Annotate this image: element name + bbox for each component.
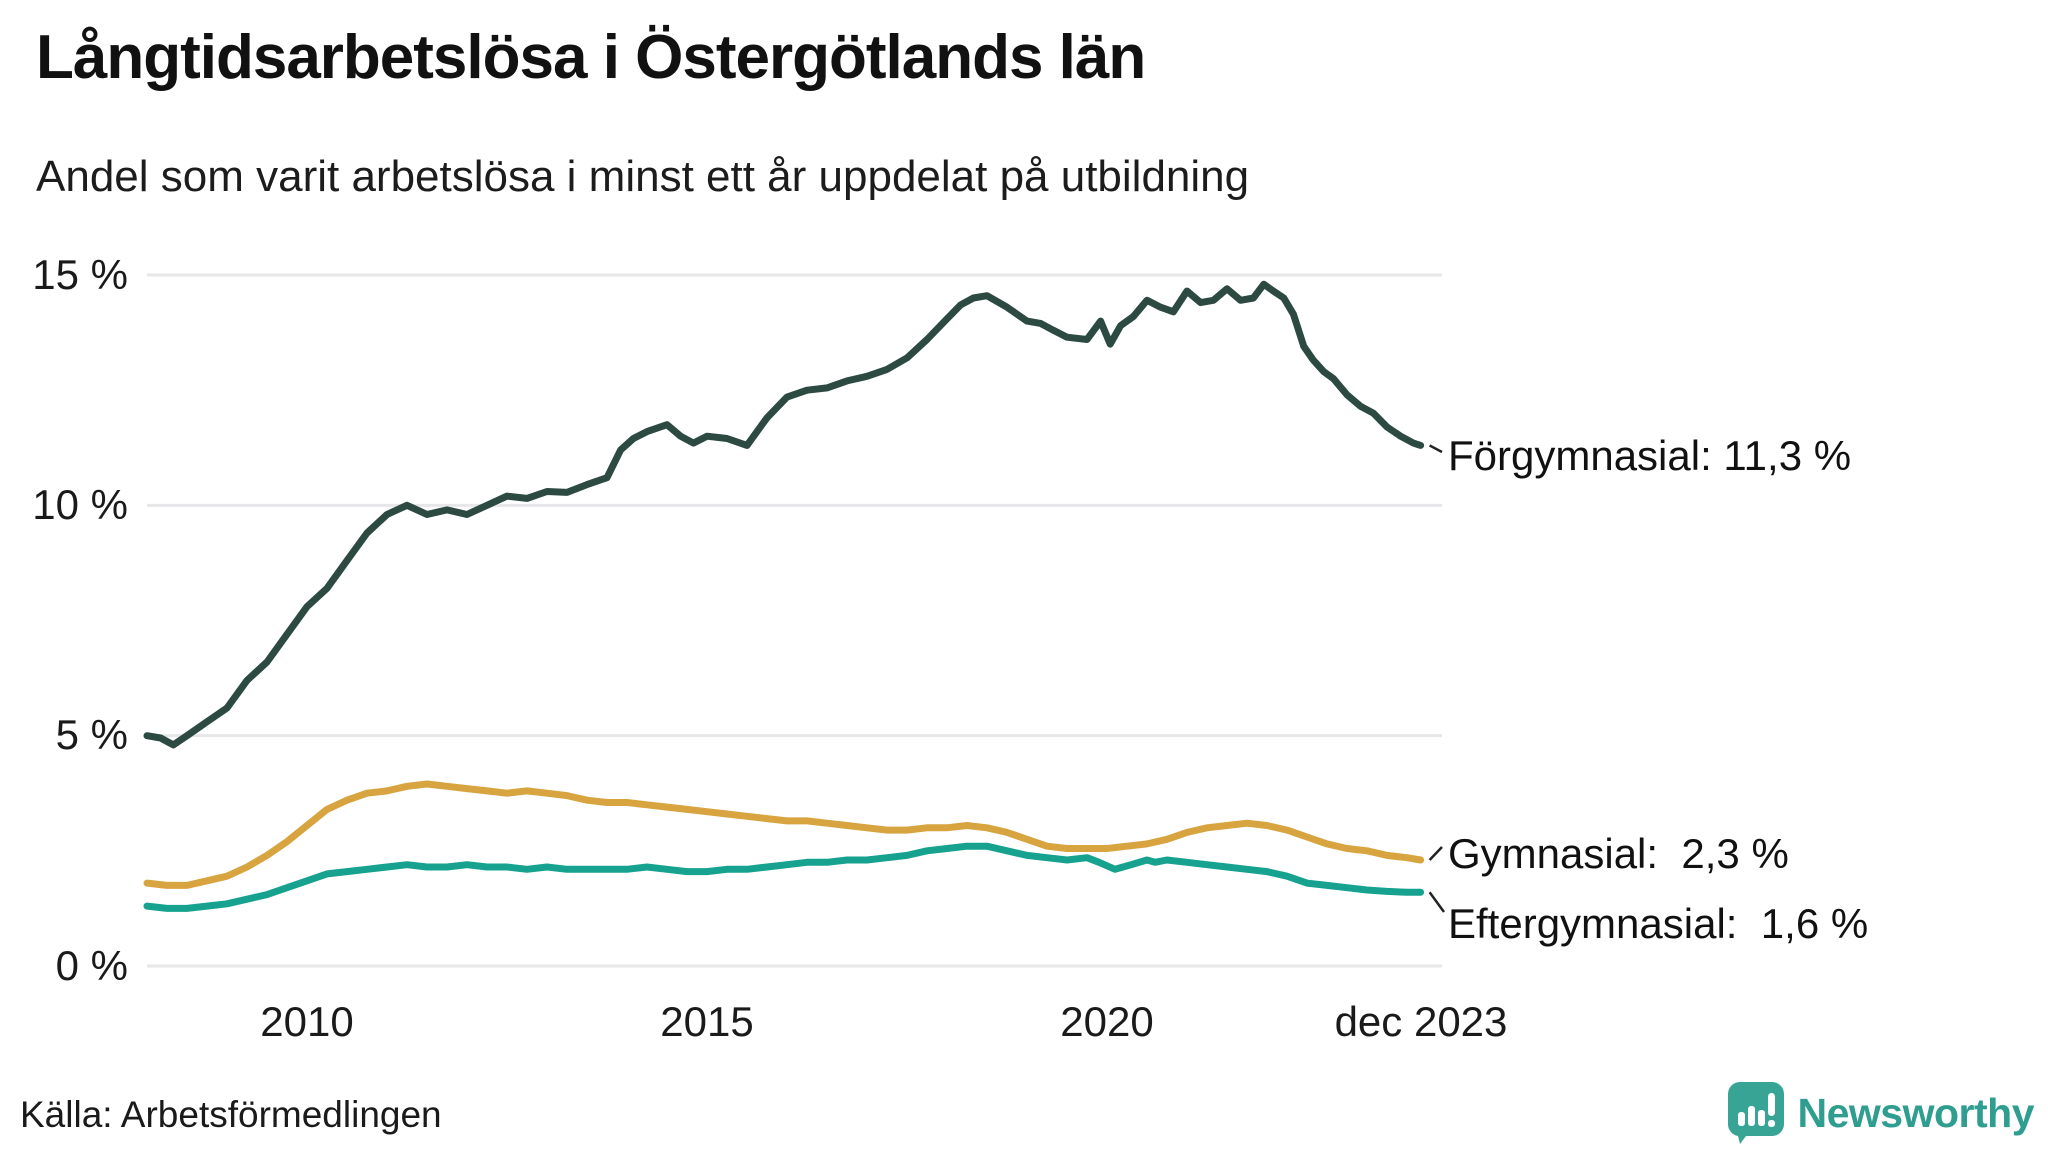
newsworthy-wordmark: Newsworthy bbox=[1797, 1089, 2035, 1136]
x-tick-2015: 2015 bbox=[660, 998, 754, 1045]
newsworthy-icon bbox=[1727, 1082, 1784, 1144]
chart-title: Långtidsarbetslösa i Östergötlands län bbox=[36, 23, 1146, 92]
series-line-eftergymnasial bbox=[143, 842, 1425, 912]
series-label-gymnasial: Gymnasial: 2,3 % bbox=[1448, 830, 1789, 877]
series-label-forgymnasial: Förgymnasial: 11,3 % bbox=[1448, 432, 1852, 479]
y-tick-15: 15 % bbox=[32, 251, 128, 298]
label-connector-eftergymnasial bbox=[1428, 891, 1446, 913]
y-tick-5: 5 % bbox=[55, 711, 128, 758]
chart-subtitle: Andel som varit arbetslösa i minst ett å… bbox=[36, 152, 1250, 201]
series-label-eftergymnasial: Eftergymnasial: 1,6 % bbox=[1448, 900, 1869, 947]
newsworthy-logo: Newsworthy bbox=[1727, 1082, 2035, 1144]
y-tick-0: 0 % bbox=[55, 942, 128, 989]
label-connector-forgymnasial bbox=[1429, 444, 1443, 454]
x-tick-2020: 2020 bbox=[1060, 998, 1154, 1045]
series-line-gymnasial bbox=[143, 780, 1425, 889]
y-tick-10: 10 % bbox=[32, 481, 128, 528]
label-connector-gymnasial bbox=[1428, 846, 1443, 861]
series-line-forgymnasial bbox=[143, 280, 1425, 749]
x-tick-2010: 2010 bbox=[260, 998, 354, 1045]
source-note: Källa: Arbetsförmedlingen bbox=[20, 1094, 442, 1135]
x-tick-dec-2023: dec 2023 bbox=[1334, 998, 1508, 1045]
